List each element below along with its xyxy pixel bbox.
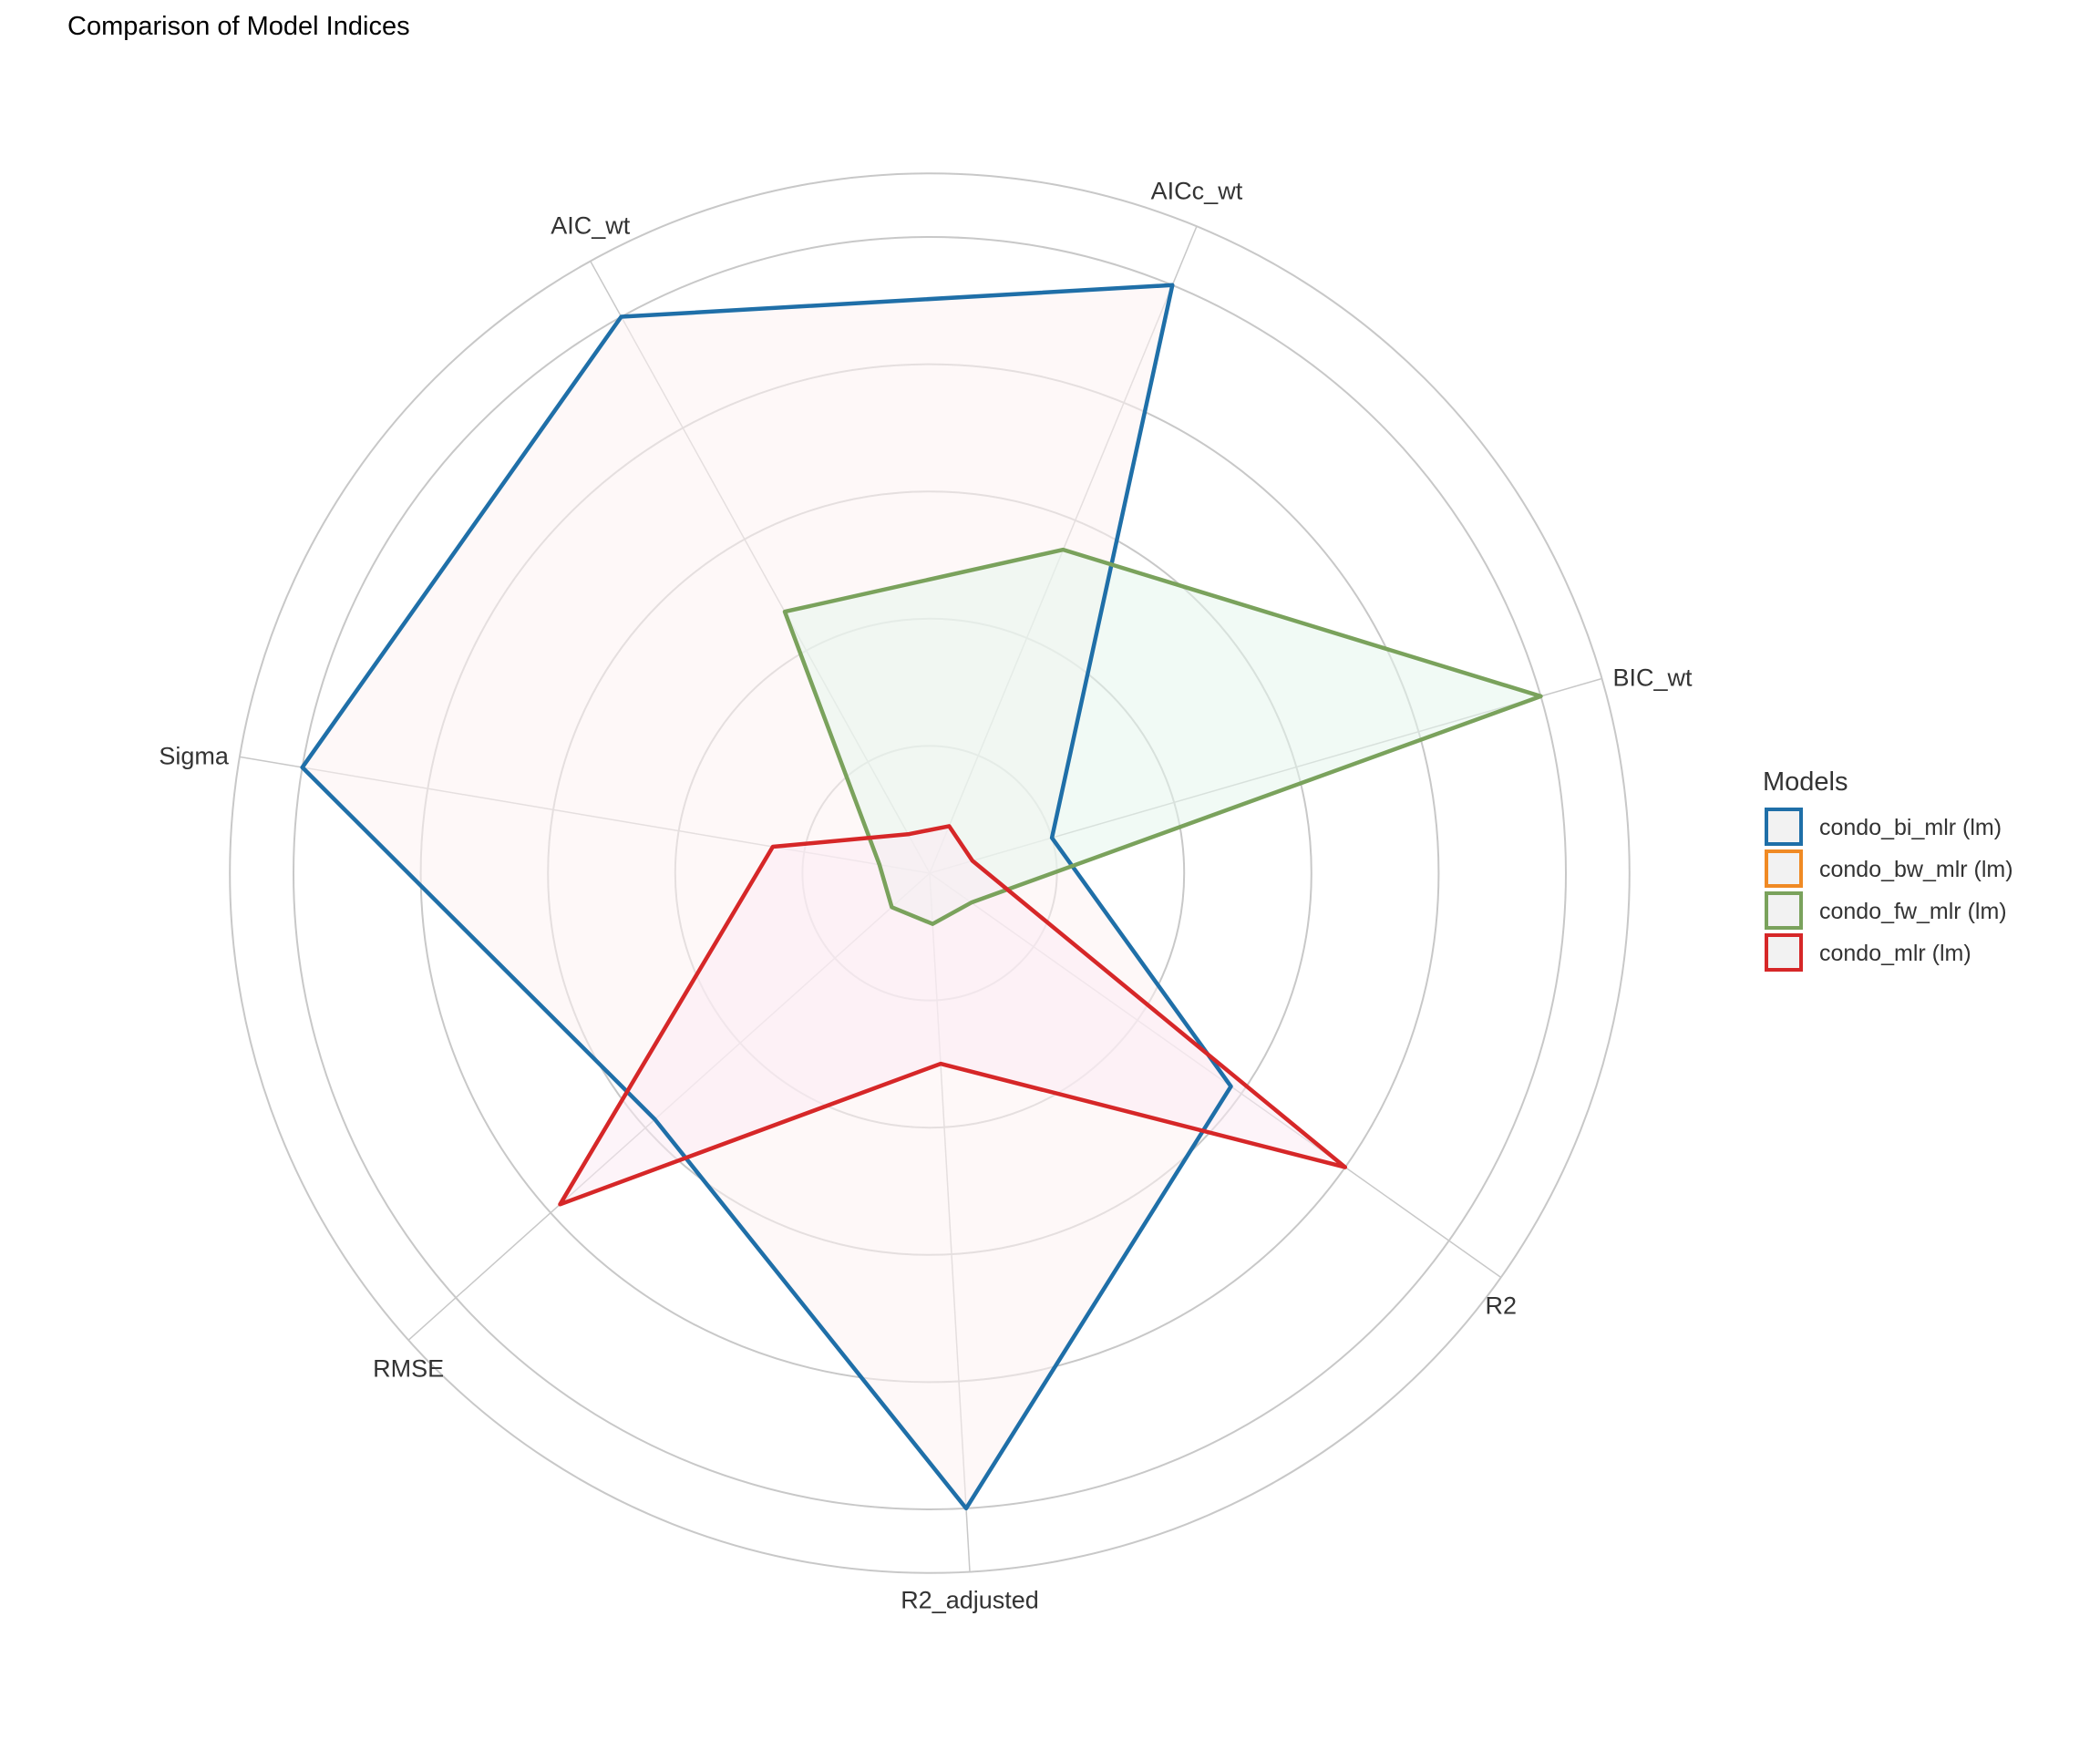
legend-label: condo_bi_mlr (lm) <box>1819 815 2002 840</box>
series-area <box>560 826 1345 1205</box>
legend-key <box>1765 933 1803 972</box>
series-fills <box>302 284 1541 1508</box>
legend-title: Models <box>1763 767 1848 797</box>
legend-label: condo_fw_mlr (lm) <box>1819 899 2007 924</box>
series-line <box>558 824 1348 1207</box>
legend-key <box>1765 808 1803 846</box>
grid-ring <box>229 172 1631 1574</box>
axis-label: BIC_wt <box>1613 664 1693 692</box>
axis-label: RMSE <box>373 1354 444 1382</box>
legend: Models condo_bi_mlr (lm) condo_bw_mlr (lm… <box>1763 767 2013 972</box>
chart-title: Comparison of Model Indices <box>67 12 410 41</box>
series-line <box>782 547 1543 926</box>
axis-label: Sigma <box>159 742 230 769</box>
series-lines <box>300 283 1543 1511</box>
axis-label: R2 <box>1485 1292 1517 1320</box>
legend-key <box>1765 849 1803 888</box>
legend-key <box>1765 891 1803 930</box>
axis-labels: AIC_wt AICc_wt BIC_wt R2 R2_adjusted RMSE Sigm… <box>159 177 1693 1613</box>
series-area <box>785 550 1541 924</box>
axis-label: AIC_wt <box>551 211 631 239</box>
axis-label: AICc_wt <box>1151 177 1243 204</box>
series-line <box>300 283 1233 1511</box>
grid-ring <box>293 236 1567 1510</box>
axis-label: R2_adjusted <box>901 1587 1039 1614</box>
legend-label: condo_mlr (lm) <box>1819 941 1971 966</box>
legend-label: condo_bw_mlr (lm) <box>1819 857 2013 882</box>
